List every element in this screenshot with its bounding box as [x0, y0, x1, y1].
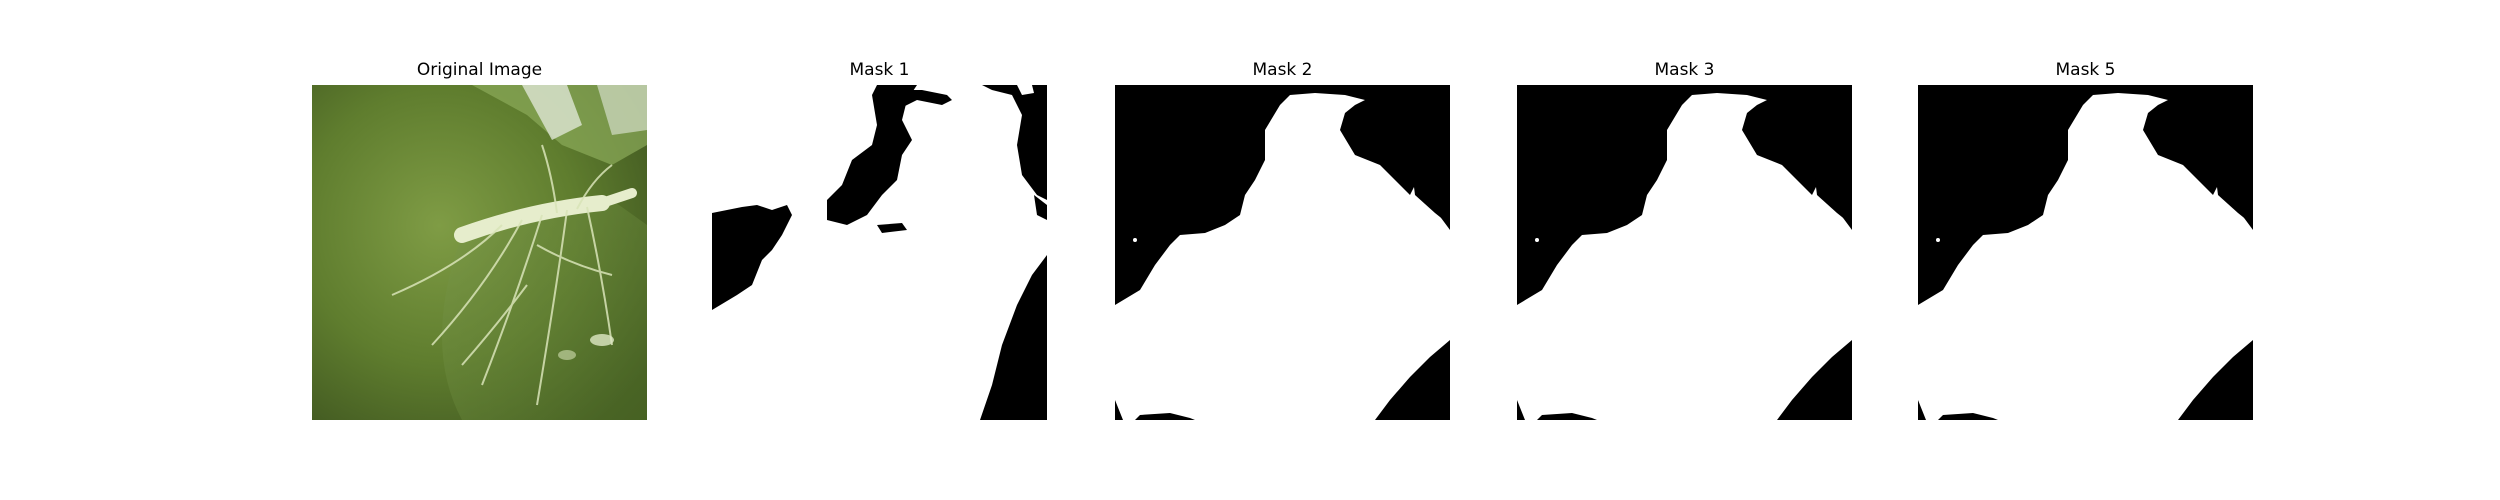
mask-1-region: [877, 223, 907, 233]
panel-title-mask-1: Mask 1: [849, 60, 910, 80]
mask-5-region: [1936, 238, 1940, 242]
mask-1-region: [982, 85, 1047, 200]
mask-3-region: [1812, 85, 1852, 225]
mask-2-region: [1410, 85, 1450, 225]
mask-3-region: [1517, 400, 1525, 420]
mask-2-region: [1133, 238, 1137, 242]
leaf-spot-2: [558, 350, 576, 360]
mask-2-svg: [1115, 85, 1450, 420]
mask-2-foreground: [1115, 93, 1450, 420]
leaf-photo: [312, 85, 647, 420]
panel-title-mask-5: Mask 5: [2055, 60, 2116, 80]
mask-1-region: [712, 205, 792, 310]
mask-5-region: [1918, 400, 1926, 420]
leaf-lower-fold: [442, 199, 647, 420]
panel-title-mask-2: Mask 2: [1252, 60, 1313, 80]
mask-3-region: [1537, 413, 1597, 420]
leaf-veins: [391, 144, 613, 406]
panel-original-image: Original Image: [312, 0, 647, 500]
background-light-patch-2: [597, 85, 647, 135]
leaf-midrib-tip: [597, 188, 637, 208]
background-light-patch: [522, 85, 582, 140]
mask-1-image: [712, 85, 1047, 420]
mask-2-region: [1135, 413, 1195, 420]
mask-5-foreground: [1918, 93, 2253, 420]
original-image: [312, 85, 647, 420]
mask-3-image: [1517, 85, 1852, 420]
mask-3-svg: [1517, 85, 1852, 420]
mask-2-image: [1115, 85, 1450, 420]
panel-mask-2: Mask 2: [1115, 0, 1450, 500]
mask-5-region: [1938, 413, 1998, 420]
panel-mask-3: Mask 3: [1517, 0, 1852, 500]
panel-mask-1: Mask 1: [712, 0, 1047, 500]
panel-mask-5: Mask 5: [1918, 0, 2253, 500]
mask-1-region: [980, 255, 1047, 420]
mask-3-foreground: [1517, 93, 1852, 420]
mask-5-image: [1918, 85, 2253, 420]
mask-2-region: [1115, 400, 1123, 420]
leaf-spot: [590, 334, 614, 346]
leaf-midrib: [454, 195, 610, 243]
mask-1-region: [1017, 85, 1034, 95]
mask-5-region: [2213, 85, 2253, 225]
mask-3-region: [1535, 238, 1539, 242]
mask-1-svg: [712, 85, 1047, 420]
mask-1-region: [1034, 195, 1047, 220]
panel-title-mask-3: Mask 3: [1654, 60, 1715, 80]
mask-1-region: [877, 90, 952, 170]
mask-5-svg: [1918, 85, 2253, 420]
panel-title-original-image: Original Image: [416, 60, 543, 80]
